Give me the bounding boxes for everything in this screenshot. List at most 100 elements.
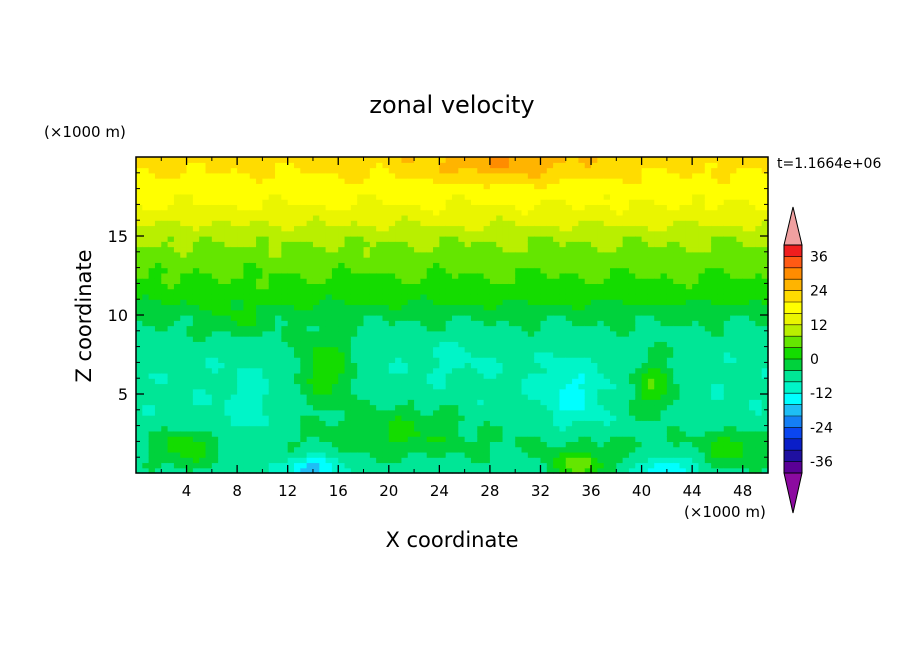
field-cell <box>622 157 630 163</box>
field-cell <box>344 462 352 469</box>
field-cell <box>597 214 605 221</box>
field-cell <box>249 388 257 395</box>
field-cell <box>433 278 440 284</box>
field-cell <box>407 304 415 311</box>
field-cell <box>142 415 150 421</box>
field-cell <box>502 446 510 453</box>
field-cell <box>439 325 447 332</box>
field-cell <box>256 293 263 300</box>
field-cell <box>458 451 466 458</box>
field-cell <box>477 399 485 406</box>
field-cell <box>496 272 504 279</box>
field-cell <box>211 267 219 274</box>
field-cell <box>445 415 453 421</box>
field-cell <box>647 272 655 279</box>
field-cell <box>540 462 548 469</box>
field-cell <box>161 236 169 242</box>
field-cell <box>211 241 219 248</box>
field-cell <box>641 230 649 237</box>
field-cell <box>578 241 586 248</box>
field-cell <box>331 293 339 300</box>
field-cell <box>180 378 188 385</box>
field-cell <box>603 257 611 263</box>
field-cell <box>369 430 377 437</box>
field-cell <box>363 204 371 211</box>
field-cell <box>142 293 150 300</box>
field-cell <box>186 183 194 190</box>
field-cell <box>287 362 295 369</box>
field-cell <box>363 172 371 179</box>
field-cell <box>205 430 213 437</box>
field-cell <box>603 425 611 432</box>
field-cell <box>338 394 346 400</box>
field-cell <box>300 320 308 327</box>
field-cell <box>382 204 390 211</box>
field-cell <box>572 383 579 390</box>
field-cell <box>565 193 573 200</box>
field-cell <box>610 162 617 169</box>
field-cell <box>180 394 188 400</box>
field-cell <box>559 394 567 400</box>
field-cell <box>433 246 440 253</box>
field-cell <box>338 278 346 284</box>
field-cell <box>622 251 630 258</box>
field-cell <box>180 157 188 163</box>
field-cell <box>610 346 617 353</box>
field-cell <box>622 178 630 184</box>
field-cell <box>559 420 567 427</box>
field-cell <box>312 367 320 374</box>
field-cell <box>565 436 573 442</box>
field-cell <box>306 420 314 427</box>
field-cell <box>331 246 339 253</box>
field-cell <box>306 430 314 437</box>
field-cell <box>610 399 617 406</box>
field-cell <box>458 199 466 205</box>
field-cell <box>300 157 308 163</box>
field-cell <box>300 378 308 385</box>
field-cell <box>338 267 346 274</box>
field-cell <box>496 288 504 295</box>
field-cell <box>199 183 207 190</box>
field-cell <box>395 430 403 437</box>
field-cell <box>281 325 289 332</box>
field-cell <box>515 172 523 179</box>
field-cell <box>148 257 156 263</box>
field-cell <box>477 278 485 284</box>
field-cell <box>287 320 295 327</box>
field-cell <box>136 241 143 248</box>
field-cell <box>489 262 497 269</box>
field-cell <box>192 415 200 421</box>
field-cell <box>527 278 535 284</box>
field-cell <box>218 278 226 284</box>
field-cell <box>192 357 200 363</box>
field-cell <box>540 399 548 406</box>
field-cell <box>445 172 453 179</box>
field-cell <box>357 399 365 406</box>
field-cell <box>173 367 181 374</box>
field-cell <box>527 272 535 279</box>
field-cell <box>205 236 213 242</box>
field-cell <box>382 357 390 363</box>
field-cell <box>148 157 156 163</box>
field-cell <box>445 193 453 200</box>
field-cell <box>211 467 219 474</box>
field-cell <box>281 283 289 290</box>
field-cell <box>294 404 301 411</box>
field-cell <box>603 399 611 406</box>
field-cell <box>628 288 636 295</box>
field-cell <box>161 167 169 174</box>
field-cell <box>199 362 207 369</box>
field-cell <box>173 199 181 205</box>
field-cell <box>312 309 320 316</box>
field-cell <box>515 325 523 332</box>
field-cell <box>312 441 320 448</box>
field-cell <box>357 436 365 442</box>
field-cell <box>401 451 409 458</box>
field-cell <box>407 251 415 258</box>
field-cell <box>249 462 257 469</box>
field-cell <box>331 446 339 453</box>
field-cell <box>173 178 181 184</box>
field-cell <box>300 457 308 464</box>
field-cell <box>641 383 649 390</box>
field-cell <box>344 425 352 432</box>
